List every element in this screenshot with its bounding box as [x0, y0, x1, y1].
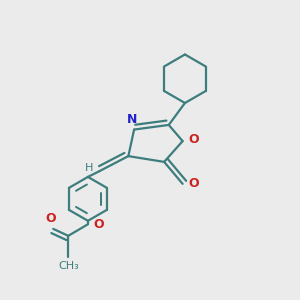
Text: N: N: [127, 113, 137, 126]
Text: O: O: [46, 212, 56, 225]
Text: CH₃: CH₃: [58, 261, 79, 271]
Text: O: O: [188, 177, 199, 190]
Text: H: H: [85, 163, 94, 173]
Text: O: O: [94, 218, 104, 231]
Text: O: O: [188, 134, 199, 146]
